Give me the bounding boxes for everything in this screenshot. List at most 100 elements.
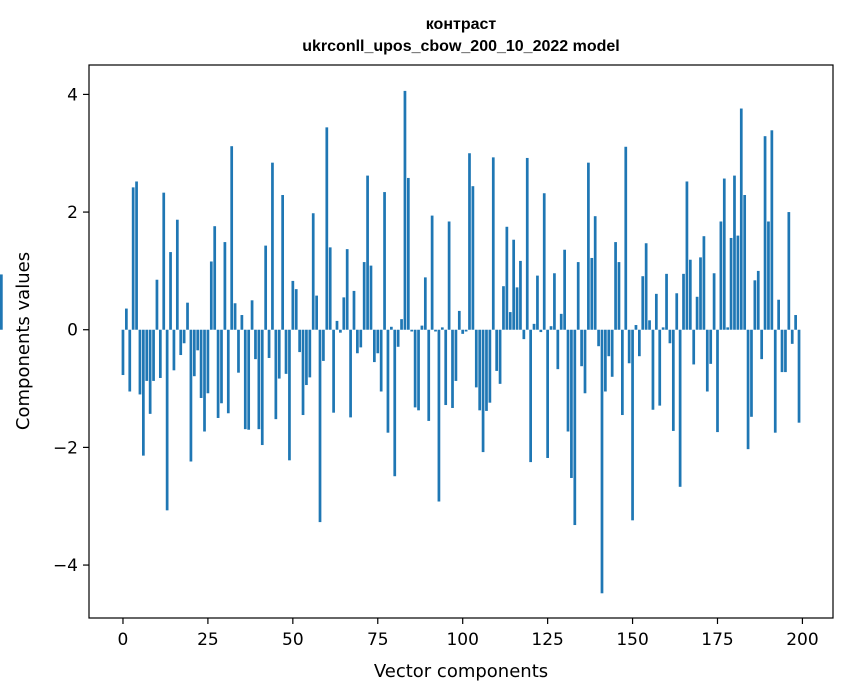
y-axis-label: Components values bbox=[13, 252, 34, 430]
bar-76 bbox=[379, 329, 383, 392]
y-tick-label: 4 bbox=[67, 85, 78, 105]
bar-154 bbox=[644, 243, 648, 330]
bar-54 bbox=[305, 329, 308, 386]
bar-17 bbox=[179, 329, 183, 356]
bar-98 bbox=[454, 329, 458, 381]
y-tick-label: −4 bbox=[53, 556, 78, 576]
bar-180 bbox=[733, 175, 736, 330]
bar-9 bbox=[152, 329, 155, 381]
bar-81 bbox=[396, 329, 400, 347]
bar-143 bbox=[607, 329, 611, 357]
bar-152 bbox=[638, 329, 641, 357]
bars-group bbox=[0, 90, 801, 594]
bar-8 bbox=[148, 329, 152, 414]
bar-36 bbox=[243, 329, 247, 430]
bar-155 bbox=[648, 320, 651, 330]
bar-66 bbox=[345, 249, 349, 330]
bar-91 bbox=[430, 215, 434, 330]
bar-55 bbox=[308, 329, 312, 378]
x-tick-label: 75 bbox=[367, 630, 389, 650]
bar-166 bbox=[685, 181, 689, 330]
bar-3 bbox=[131, 187, 135, 330]
bar-88 bbox=[420, 325, 424, 330]
bar-7 bbox=[145, 329, 149, 381]
bar-40 bbox=[257, 329, 261, 430]
bar-22 bbox=[196, 329, 200, 351]
bar-156 bbox=[651, 329, 655, 410]
bar-141 bbox=[600, 329, 604, 594]
bar-0 bbox=[121, 329, 125, 376]
x-tick-label: 50 bbox=[282, 630, 304, 650]
bar-191 bbox=[770, 130, 774, 330]
bar-37 bbox=[247, 329, 251, 430]
bar-118 bbox=[522, 329, 526, 340]
bar-34 bbox=[237, 329, 240, 373]
chart-title-line-2: ukrconll_upos_cbow_200_10_2022 model bbox=[302, 38, 619, 55]
bar-159 bbox=[661, 327, 665, 330]
bar-113 bbox=[505, 226, 509, 330]
x-tick-label: 125 bbox=[531, 630, 563, 650]
bar-182 bbox=[739, 108, 743, 330]
bar-188 bbox=[760, 329, 764, 360]
plot-frame bbox=[88, 64, 834, 619]
bar-38 bbox=[250, 300, 254, 330]
bar-70 bbox=[359, 329, 363, 348]
bar-196 bbox=[787, 212, 791, 330]
bar-11 bbox=[158, 329, 162, 378]
bar-170 bbox=[699, 257, 702, 330]
bar-110 bbox=[495, 329, 499, 371]
bar-123 bbox=[539, 329, 543, 333]
bar-23 bbox=[199, 329, 203, 398]
bar-168 bbox=[692, 329, 696, 365]
bar-1 bbox=[125, 308, 128, 330]
bar-114 bbox=[508, 312, 512, 330]
x-axis-label: Vector components bbox=[374, 661, 548, 682]
bar-6 bbox=[142, 329, 145, 456]
bar-75 bbox=[376, 329, 380, 354]
bar-135 bbox=[580, 329, 583, 367]
bar-133 bbox=[573, 329, 577, 526]
bar-178 bbox=[726, 327, 730, 330]
bar-68 bbox=[352, 290, 356, 330]
bar-31 bbox=[226, 329, 230, 414]
bar-51 bbox=[294, 289, 298, 330]
bar-85 bbox=[410, 329, 414, 332]
bar-144 bbox=[610, 329, 614, 377]
bar-87 bbox=[417, 329, 420, 411]
bar-80 bbox=[393, 329, 397, 477]
bar-20 bbox=[189, 329, 193, 462]
bar-13 bbox=[165, 329, 169, 511]
bar-122 bbox=[536, 275, 539, 330]
bar-24 bbox=[203, 329, 206, 432]
bar-25 bbox=[206, 329, 210, 394]
bar-132 bbox=[570, 329, 573, 478]
bar-177 bbox=[722, 178, 726, 330]
bar-125 bbox=[546, 329, 549, 458]
bar-52 bbox=[298, 329, 301, 353]
bar-12 bbox=[162, 192, 166, 330]
bar-115 bbox=[512, 239, 516, 330]
bar-4 bbox=[135, 181, 138, 330]
bar-142 bbox=[604, 329, 607, 392]
bar-147 bbox=[621, 329, 624, 416]
bar-93 bbox=[437, 329, 441, 502]
bar-60 bbox=[325, 127, 329, 330]
bar-189 bbox=[763, 136, 767, 330]
x-tick-label: 25 bbox=[197, 630, 219, 650]
bar-130 bbox=[563, 249, 566, 330]
bar-140 bbox=[597, 329, 600, 347]
bar-108 bbox=[488, 329, 492, 403]
bar-150 bbox=[631, 329, 634, 521]
bar-117 bbox=[519, 260, 522, 330]
bar-41 bbox=[260, 329, 264, 446]
bar-136 bbox=[583, 329, 587, 394]
bar-95 bbox=[444, 329, 448, 406]
bar-162 bbox=[671, 329, 675, 431]
bar-165 bbox=[682, 273, 685, 330]
bar-63 bbox=[335, 320, 339, 330]
bar-120 bbox=[529, 329, 532, 463]
bar-139 bbox=[593, 216, 597, 330]
bar-74 bbox=[373, 329, 376, 363]
